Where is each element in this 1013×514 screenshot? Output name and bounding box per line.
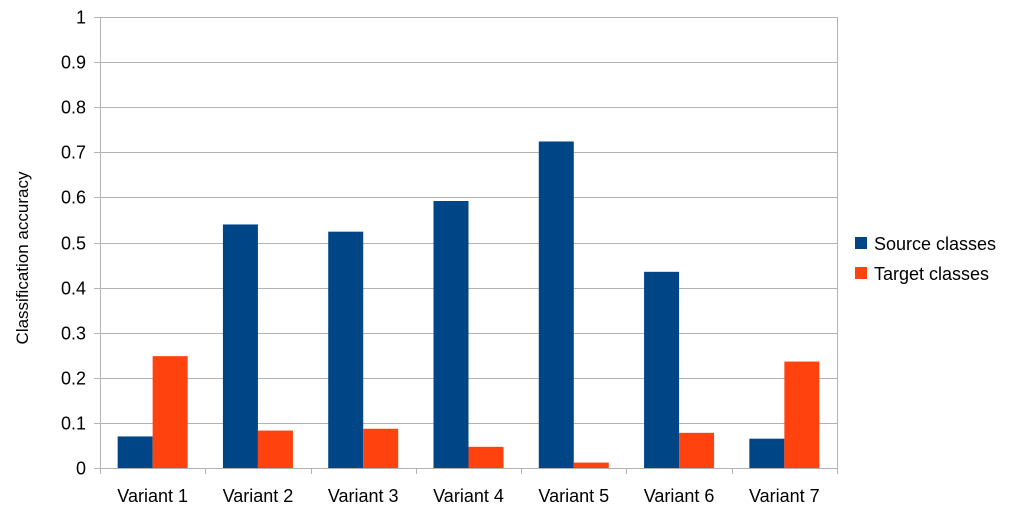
y-tick-label: 1 (76, 8, 86, 28)
bar-target-classes (679, 432, 715, 468)
y-tick-label: 0.6 (61, 188, 86, 208)
bar-target-classes (468, 446, 504, 468)
legend-label: Target classes (874, 264, 989, 284)
bar-source-classes (117, 436, 153, 468)
axes (100, 17, 838, 474)
bar-target-classes (784, 361, 820, 468)
y-tick-label: 0.1 (61, 414, 86, 434)
bars (117, 141, 820, 468)
y-tick-label: 0.4 (61, 279, 86, 299)
bar-target-classes (152, 356, 188, 468)
y-tick-label: 0.5 (61, 234, 86, 254)
legend: Source classes Target classes (855, 234, 996, 284)
bar-source-classes (644, 271, 680, 468)
y-tick-label: 0.9 (61, 53, 86, 73)
x-tick-label: Variant 2 (223, 486, 294, 506)
legend-swatch-source-classes (855, 237, 867, 249)
y-axis-title: Classification accuracy (13, 171, 32, 344)
x-tick-label: Variant 7 (749, 486, 820, 506)
x-tick-label: Variant 6 (644, 486, 715, 506)
bar-target-classes (363, 428, 399, 468)
y-tick-label: 0 (76, 459, 86, 479)
x-tick-label: Variant 3 (328, 486, 399, 506)
bar-source-classes (538, 141, 574, 468)
y-tick-label: 0.8 (61, 98, 86, 118)
legend-label: Source classes (874, 234, 996, 254)
y-tick-label: 0.3 (61, 324, 86, 344)
bar-source-classes (749, 438, 785, 468)
y-tick-label: 0.2 (61, 369, 86, 389)
y-tick-labels: 0 0.1 0.2 0.3 0.4 0.5 0.6 0.7 0.8 0.9 1 (61, 8, 86, 479)
bar-source-classes (328, 231, 364, 468)
legend-swatch-target-classes (855, 267, 867, 279)
bar-source-classes (222, 224, 258, 468)
x-tick-label: Variant 5 (538, 486, 609, 506)
x-tick-label: Variant 1 (117, 486, 188, 506)
y-tick-label: 0.7 (61, 143, 86, 163)
bar-target-classes (257, 430, 293, 468)
x-tick-labels: Variant 1 Variant 2 Variant 3 Variant 4 Vari… (117, 486, 819, 506)
bar-target-classes (573, 462, 609, 468)
x-tick-label: Variant 4 (433, 486, 504, 506)
bar-source-classes (433, 201, 469, 468)
